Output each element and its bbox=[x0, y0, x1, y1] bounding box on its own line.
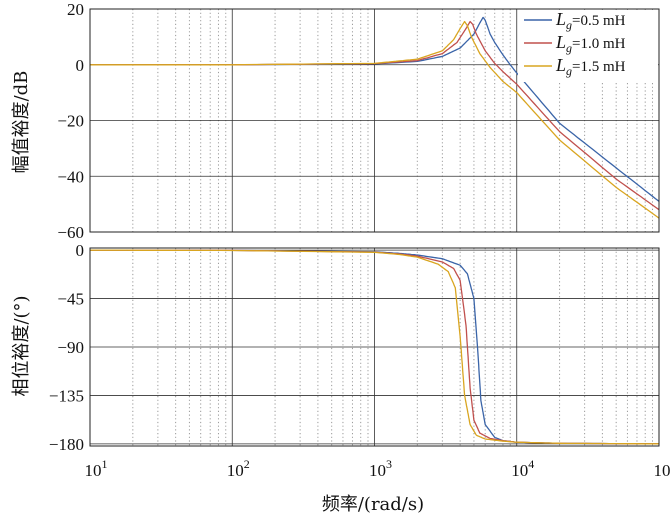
legend-label: Lg=0.5 mH bbox=[555, 9, 626, 32]
y-tick-label: −90 bbox=[57, 338, 84, 357]
magnitude-panel: 20 0 −20 −40 −60 bbox=[57, 0, 660, 242]
y-tick-label: −40 bbox=[57, 167, 84, 186]
x-tick-label: 105 bbox=[654, 457, 671, 480]
y-tick-label: 0 bbox=[76, 56, 85, 75]
legend-box bbox=[518, 10, 658, 82]
x-tick-label: 103 bbox=[369, 457, 392, 480]
x-tick-label: 104 bbox=[511, 457, 534, 480]
plot-frame bbox=[89, 247, 660, 447]
plot-frame bbox=[89, 8, 660, 233]
y-tick-label: 20 bbox=[67, 0, 84, 19]
series-line bbox=[90, 20, 660, 211]
y-tick-label: −180 bbox=[49, 435, 84, 454]
x-axis-label: 频率/(rad/s) bbox=[322, 494, 424, 515]
series-line bbox=[90, 20, 660, 219]
phase-ylabel: 相位裕度/(°) bbox=[11, 295, 32, 396]
legend-label: Lg=1.5 mH bbox=[555, 55, 626, 78]
y-tick-label: 0 bbox=[76, 241, 85, 260]
x-tick-label: 101 bbox=[85, 457, 108, 480]
y-tick-label: −135 bbox=[49, 386, 84, 405]
y-tick-label: −45 bbox=[57, 290, 84, 309]
series-line bbox=[90, 249, 659, 445]
y-tick-label: −20 bbox=[57, 112, 84, 131]
legend-label: Lg=1.0 mH bbox=[555, 32, 626, 55]
y-tick-label: −60 bbox=[57, 223, 84, 242]
x-tick-label: 102 bbox=[227, 457, 250, 480]
magnitude-ylabel: 幅值裕度/dB bbox=[11, 71, 32, 174]
